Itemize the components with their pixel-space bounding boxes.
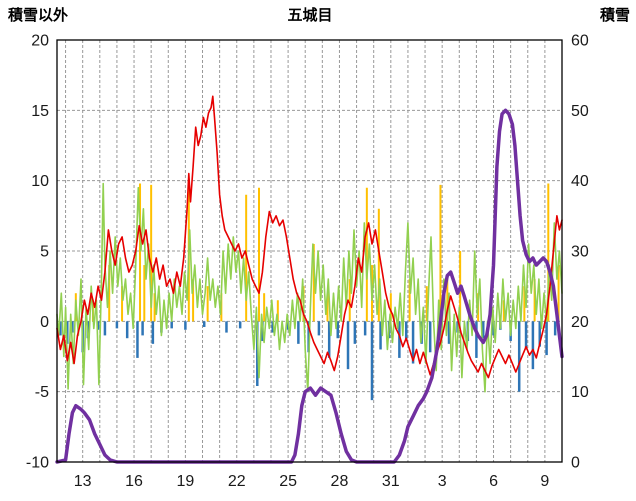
right-axis-title: 積雪 xyxy=(599,7,630,24)
x-axis-tick-label: 3 xyxy=(438,473,447,490)
gridlines xyxy=(57,40,562,462)
left-axis-tick-label: 15 xyxy=(31,103,49,120)
x-axis-tick-label: 6 xyxy=(489,473,498,490)
x-axis-tick-label: 13 xyxy=(74,473,92,490)
x-axis-tick-label: 19 xyxy=(176,473,194,490)
x-axis-tick-label: 31 xyxy=(382,473,400,490)
page-title: 五城目 xyxy=(287,7,333,24)
left-axis-tick-label: 0 xyxy=(40,314,49,331)
left-axis-tick-label: 5 xyxy=(40,244,49,261)
x-axis-tick-label: 9 xyxy=(540,473,549,490)
purple-line-series xyxy=(55,108,564,464)
right-axis-tick-label: 0 xyxy=(571,455,580,472)
left-axis-title: 積雪以外 xyxy=(8,7,69,24)
left-axis-tick-label: 20 xyxy=(31,33,49,50)
left-axis-tick-label: -10 xyxy=(26,455,49,472)
right-axis-tick-label: 10 xyxy=(571,384,589,401)
x-axis-tick-label: 28 xyxy=(331,473,349,490)
left-axis-tick-label: 10 xyxy=(31,173,49,190)
plot-border xyxy=(56,39,563,463)
x-axis-tick-label: 16 xyxy=(125,473,143,490)
left-axis-tick-label: -5 xyxy=(35,384,49,401)
x-axis-tick-label: 22 xyxy=(228,473,246,490)
right-axis-tick-label: 40 xyxy=(571,173,589,190)
x-axis-tick-label: 25 xyxy=(279,473,297,490)
green-line-series xyxy=(56,182,563,393)
right-axis-tick-label: 60 xyxy=(571,33,589,50)
right-axis-tick-label: 30 xyxy=(571,244,589,261)
red-line-series xyxy=(56,95,563,379)
right-axis-tick-label: 50 xyxy=(571,103,589,120)
right-axis-tick-label: 20 xyxy=(571,314,589,331)
